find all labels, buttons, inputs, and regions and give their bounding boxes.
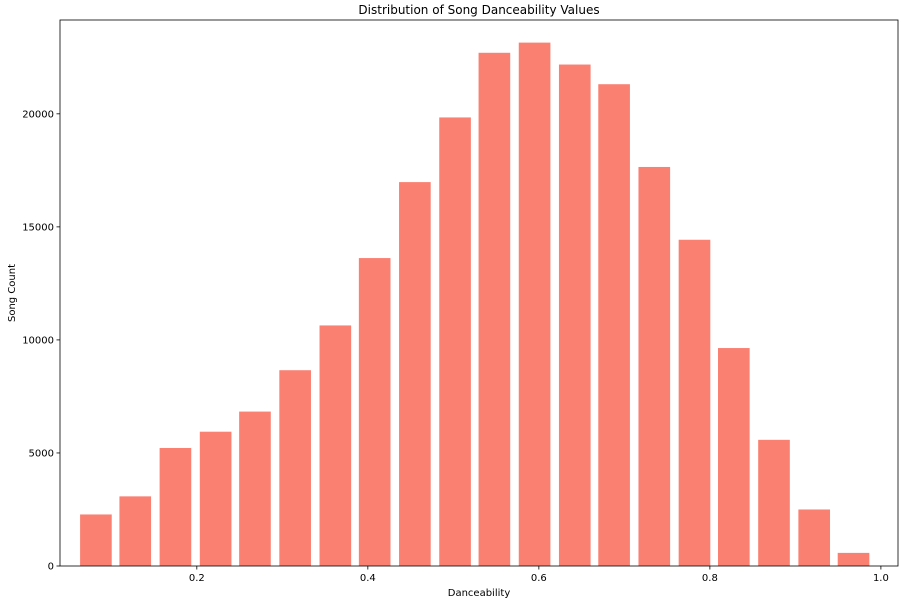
- bar-6: [319, 325, 352, 566]
- x-tick-label: 0.4: [360, 573, 376, 584]
- bar-8: [399, 182, 431, 566]
- y-tick-label: 20000: [22, 109, 54, 120]
- bar-17: [758, 439, 790, 566]
- bar-15: [678, 239, 711, 566]
- bar-0: [80, 514, 112, 566]
- y-tick-label: 10000: [22, 335, 54, 346]
- y-tick-label: 5000: [29, 448, 54, 459]
- bar-2: [159, 447, 192, 566]
- bar-9: [439, 117, 471, 566]
- x-tick-label: 0.2: [189, 573, 205, 584]
- bar-13: [598, 84, 630, 567]
- bar-7: [358, 258, 391, 566]
- plot-frame: [59, 19, 899, 567]
- bar-5: [279, 370, 311, 566]
- x-tick-label: 0.8: [702, 573, 718, 584]
- bar-12: [558, 64, 591, 567]
- bars-group: [80, 42, 870, 567]
- bar-10: [478, 52, 511, 567]
- x-axis-label: Danceability: [448, 588, 511, 599]
- chart-title: Distribution of Song Danceability Values: [358, 3, 599, 17]
- bar-19: [837, 552, 870, 566]
- bar-1: [119, 496, 152, 566]
- x-tick-label: 1.0: [873, 573, 889, 584]
- y-tick-label: 15000: [22, 222, 54, 233]
- y-axis-label: Song Count: [7, 264, 18, 322]
- x-tick-label: 0.6: [531, 573, 547, 584]
- bar-4: [239, 411, 271, 566]
- bar-3: [199, 431, 232, 566]
- x-axis: 0.2 0.4 0.6 0.8 1.0: [189, 566, 889, 584]
- y-tick-label: 0: [48, 562, 54, 573]
- bar-16: [718, 348, 750, 566]
- y-axis: 0 5000 10000 15000 20000: [22, 109, 60, 573]
- bar-18: [798, 509, 831, 566]
- bar-11: [518, 42, 551, 566]
- bar-14: [638, 166, 671, 566]
